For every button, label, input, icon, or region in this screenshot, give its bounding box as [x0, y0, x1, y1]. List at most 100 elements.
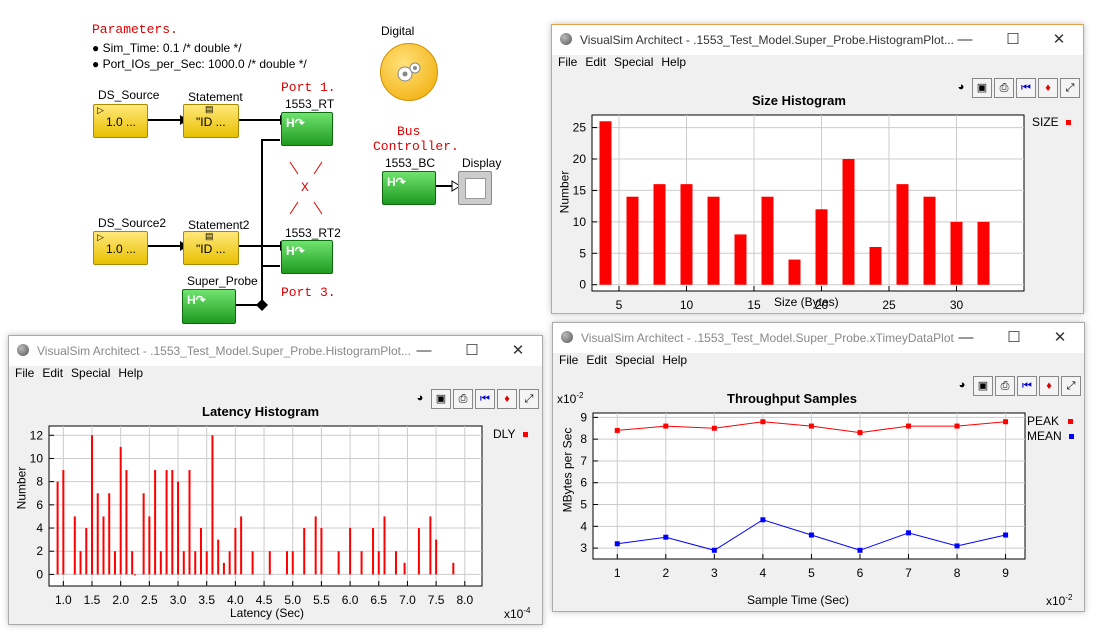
print-icon[interactable]: ⎙	[453, 389, 473, 409]
x-tick-label: 5.5	[313, 593, 330, 607]
y-tick-label: 10	[30, 451, 44, 465]
y-tick-label: 12	[30, 428, 44, 442]
param-sim-time[interactable]: ● Sim_Time: 0.1 /* double */	[92, 41, 242, 55]
hierarchy-icon: H↷	[286, 244, 305, 258]
color-wheel-icon[interactable]: ◕	[416, 392, 424, 404]
ds-source2-actor[interactable]: ▷ 1.0 ...	[93, 231, 148, 265]
title-bar[interactable]: VisualSim Architect - .1553_Test_Model.S…	[9, 336, 542, 366]
close-button[interactable]: ✕	[511, 342, 525, 359]
throughput-legend: PEAK MEAN	[1027, 414, 1075, 444]
ds-source2-label: DS_Source2	[98, 216, 167, 230]
menu-special[interactable]: Special	[615, 353, 655, 367]
fill-icon[interactable]: ⤢	[1060, 78, 1080, 98]
x-tick-label: 1.0	[55, 593, 72, 607]
rt2-actor[interactable]: H↷	[281, 240, 333, 274]
menu-file[interactable]: File	[559, 353, 579, 367]
format-icon[interactable]: ♦	[1038, 78, 1058, 98]
print-icon[interactable]: ⎙	[995, 376, 1015, 396]
format-icon[interactable]: ♦	[497, 389, 517, 409]
histogram-bar	[205, 551, 208, 575]
gears-icon	[397, 62, 421, 82]
port3-annotation: Port 3.	[281, 285, 336, 300]
app-icon	[17, 344, 29, 356]
save-icon[interactable]: ▣	[973, 376, 993, 396]
data-point-peak	[906, 423, 912, 429]
histogram-bar	[626, 196, 639, 285]
param-port-ios[interactable]: ● Port_IOs_per_Sec: 1000.0 /* double */	[92, 57, 307, 71]
x-tick-label: 8.0	[456, 593, 473, 607]
ds-source-actor[interactable]: ▷ 1.0 ...	[93, 104, 148, 138]
save-icon[interactable]: ▣	[431, 389, 451, 409]
super-probe-label: Super_Probe	[187, 274, 258, 288]
title-bar[interactable]: VisualSim Architect - .1553_Test_Model.S…	[553, 323, 1084, 353]
menu-help[interactable]: Help	[661, 55, 687, 69]
menu-edit[interactable]: Edit	[42, 366, 64, 380]
maximize-button[interactable]: ☐	[1007, 329, 1021, 346]
rt-actor[interactable]: H↷	[281, 112, 333, 146]
format-icon[interactable]: ♦	[1039, 376, 1059, 396]
statement2-actor[interactable]: ▤ "ID ...	[183, 231, 239, 265]
menu-bar: File Edit Special Help	[9, 366, 145, 386]
y-tick-label: 5	[579, 246, 586, 260]
menu-special[interactable]: Special	[71, 366, 111, 380]
menu-help[interactable]: Help	[118, 366, 144, 380]
super-probe-actor[interactable]: H↷	[182, 289, 236, 324]
histogram-bar	[896, 184, 909, 285]
save-icon[interactable]: ▣	[972, 78, 992, 98]
fill-icon[interactable]: ⤢	[519, 389, 539, 409]
reset-axes-icon[interactable]: ⏮	[1017, 376, 1037, 396]
size-histogram-window[interactable]: VisualSim Architect - .1553_Test_Model.S…	[551, 24, 1084, 314]
params-title: Parameters.	[92, 22, 178, 37]
histogram-bar	[286, 551, 289, 575]
histogram-bar	[73, 516, 76, 575]
reset-axes-icon[interactable]: ⏮	[1016, 78, 1036, 98]
maximize-button[interactable]: ☐	[465, 342, 479, 359]
statement-actor[interactable]: ▤ "ID ...	[183, 104, 239, 138]
histogram-bar	[171, 470, 174, 575]
x-tick-label: 1.5	[84, 593, 101, 607]
close-button[interactable]: ✕	[1053, 329, 1067, 346]
histogram-bar	[320, 528, 323, 575]
histogram-bar	[119, 446, 122, 575]
histogram-bar	[417, 528, 420, 575]
rt2-label: 1553_RT2	[285, 226, 341, 240]
latency-histogram-window[interactable]: VisualSim Architect - .1553_Test_Model.S…	[8, 335, 543, 625]
histogram-bar	[211, 435, 214, 575]
plot-area	[48, 425, 483, 587]
minimize-button[interactable]: —	[957, 31, 973, 48]
data-point-peak	[808, 423, 814, 429]
digital-director-icon[interactable]	[380, 43, 438, 101]
fill-icon[interactable]: ⤢	[1061, 376, 1081, 396]
menu-special[interactable]: Special	[614, 55, 654, 69]
color-wheel-icon[interactable]: ◕	[958, 379, 966, 391]
data-point-mean	[614, 541, 620, 547]
size-legend: SIZE	[1032, 115, 1072, 129]
maximize-button[interactable]: ☐	[1006, 31, 1020, 48]
histogram-bar	[377, 551, 380, 575]
throughput-window[interactable]: VisualSim Architect - .1553_Test_Model.S…	[552, 322, 1085, 612]
menu-edit[interactable]: Edit	[586, 353, 608, 367]
title-bar[interactable]: VisualSim Architect - .1553_Test_Model.S…	[552, 25, 1083, 55]
minimize-button[interactable]: —	[416, 342, 432, 359]
hierarchy-icon: H↷	[187, 293, 206, 307]
menu-help[interactable]: Help	[662, 353, 688, 367]
legend-swatch	[1066, 120, 1072, 126]
reset-axes-icon[interactable]: ⏮	[475, 389, 495, 409]
menu-file[interactable]: File	[558, 55, 578, 69]
histogram-bar	[303, 528, 306, 575]
close-button[interactable]: ✕	[1052, 31, 1066, 48]
display-actor[interactable]	[458, 171, 492, 205]
histogram-bar	[429, 516, 432, 575]
print-icon[interactable]: ⎙	[994, 78, 1014, 98]
color-wheel-icon[interactable]: ◕	[957, 81, 965, 93]
x-tick-label: 6.5	[370, 593, 387, 607]
histogram-bar	[79, 551, 82, 575]
y-tick-label: 6	[580, 476, 587, 490]
bc-actor[interactable]: H↷	[382, 171, 436, 205]
menu-file[interactable]: File	[15, 366, 35, 380]
minimize-button[interactable]: —	[958, 329, 974, 346]
menu-edit[interactable]: Edit	[585, 55, 607, 69]
y-tick-label: 6	[36, 498, 43, 512]
latency-ylabel: Number	[14, 466, 29, 510]
throughput-y-exponent: x10-2	[557, 391, 584, 406]
